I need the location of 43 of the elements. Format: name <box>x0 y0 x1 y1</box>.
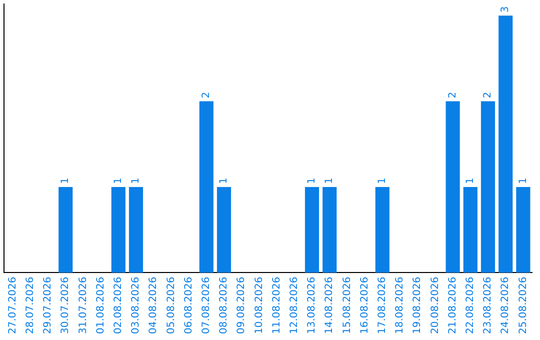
x-tick-label: 17.08.2026 <box>376 276 388 334</box>
data-label: 2 <box>200 92 212 98</box>
x-tick-label: 15.08.2026 <box>342 276 353 334</box>
x-tick-label: 10.08.2026 <box>254 276 265 334</box>
x-tick-label: 11.08.2026 <box>271 276 282 334</box>
x-tick-label: 31.07.2026 <box>78 276 89 334</box>
x-tick-label: 13.08.2026 <box>306 276 318 334</box>
data-label: 1 <box>376 178 388 184</box>
x-tick-label: 02.08.2026 <box>112 276 124 334</box>
x-tick-label: 07.08.2026 <box>200 276 212 334</box>
x-tick-label: 05.08.2026 <box>166 276 177 334</box>
data-label: 2 <box>447 92 458 98</box>
x-tick-label: 08.08.2026 <box>218 276 230 334</box>
x-tick-label: 04.08.2026 <box>148 276 160 334</box>
x-tick-label: 29.07.2026 <box>42 276 54 334</box>
x-tick-label: 06.08.2026 <box>183 276 194 334</box>
x-tick-label: 16.08.2026 <box>359 276 370 334</box>
x-tick-label: 22.08.2026 <box>464 276 476 334</box>
data-label: 1 <box>60 178 72 184</box>
data-label: 1 <box>130 178 142 184</box>
data-label: 1 <box>112 178 124 184</box>
x-tick-label: 18.08.2026 <box>394 276 406 334</box>
x-tick-label: 25.08.2026 <box>518 276 529 334</box>
data-label: 1 <box>464 178 476 184</box>
x-tick-label: 01.08.2026 <box>95 276 106 334</box>
x-tick-label: 27.07.2026 <box>7 276 18 334</box>
data-label: 3 <box>500 6 512 13</box>
x-tick-label: 28.07.2026 <box>24 276 36 334</box>
data-label: 1 <box>324 178 336 184</box>
x-tick-label: 12.08.2026 <box>288 276 300 334</box>
data-label: 1 <box>518 178 529 184</box>
x-tick-label: 24.08.2026 <box>500 276 512 334</box>
x-tick-label: 19.08.2026 <box>412 276 424 334</box>
x-tick-label: 21.08.2026 <box>447 276 458 334</box>
x-tick-label: 09.08.2026 <box>236 276 248 334</box>
x-tick-label: 03.08.2026 <box>130 276 142 334</box>
data-label: 2 <box>482 92 494 98</box>
x-tick-label: 30.07.2026 <box>60 276 72 334</box>
data-label: 1 <box>218 178 230 184</box>
x-tick-label: 23.08.2026 <box>482 276 494 334</box>
x-tick-label: 14.08.2026 <box>324 276 336 334</box>
x-tick-label: 20.08.2026 <box>430 276 441 334</box>
data-label: 1 <box>306 178 318 184</box>
